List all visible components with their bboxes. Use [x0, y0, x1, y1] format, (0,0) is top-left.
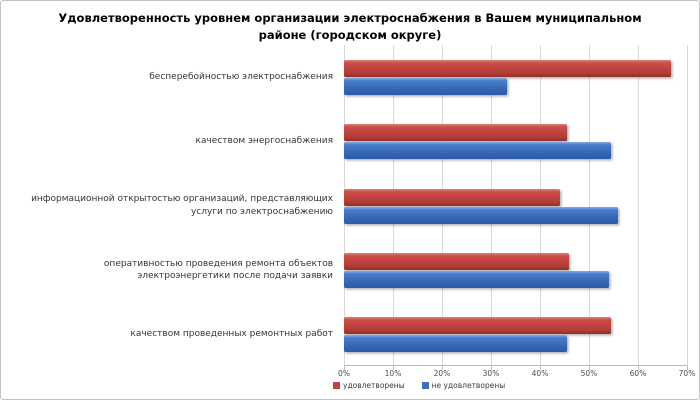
bar-satisfied-cat3 — [344, 189, 560, 206]
bar-not-satisfied-cat3 — [344, 207, 618, 224]
gridline — [589, 45, 590, 366]
x-axis-tick-label: 60% — [629, 369, 647, 378]
x-axis-tick-label: 50% — [580, 369, 598, 378]
category-label: качеством проведенных ремонтных работ — [130, 328, 333, 339]
bar-not-satisfied-cat2 — [344, 142, 611, 159]
bar-satisfied-cat2 — [344, 124, 567, 141]
gridline — [687, 45, 688, 366]
bar-satisfied-cat4 — [344, 253, 569, 270]
x-axis-tick-mark — [589, 366, 590, 370]
legend-label: удовлетворены — [343, 381, 405, 390]
bar-not-satisfied-cat4 — [344, 271, 609, 288]
legend-item-satisfied: удовлетворены — [333, 381, 405, 390]
bar-not-satisfied-cat1 — [344, 78, 507, 95]
legend-label: не удовлетворены — [431, 381, 506, 390]
chart-title: Удовлетворенность уровнем организации эл… — [58, 11, 642, 43]
x-axis-tick-label: 40% — [531, 369, 549, 378]
category-label: качеством энергоснабжения — [195, 136, 333, 147]
x-axis-tick-label: 70% — [678, 369, 696, 378]
x-axis-tick-mark — [442, 366, 443, 370]
x-axis-tick-mark — [540, 366, 541, 370]
plot-area — [344, 45, 688, 370]
legend-swatch-icon — [421, 382, 429, 389]
legend-swatch-icon — [333, 382, 340, 389]
category-label: бесперебойностью электроснабжения — [149, 72, 333, 83]
category-axis-labels: бесперебойностью электроснабжения качеств… — [1, 45, 339, 366]
category-label: оперативностью проведения ремонта объект… — [103, 258, 333, 281]
x-axis-tick-mark — [344, 366, 345, 370]
legend-item-not-satisfied: не удовлетворены — [421, 381, 506, 390]
legend: удовлетворены не удовлетворены — [333, 381, 505, 390]
bar-not-satisfied-cat5 — [344, 335, 567, 352]
x-axis-tick-mark — [393, 366, 394, 370]
x-axis-tick-mark — [638, 366, 639, 370]
x-axis-tick-label: 20% — [433, 369, 451, 378]
x-axis-tick-mark — [687, 366, 688, 370]
x-axis-line — [344, 365, 687, 366]
x-axis-tick-label: 10% — [384, 369, 402, 378]
x-axis-tick-label: 30% — [482, 369, 500, 378]
x-axis-tick-label: 0% — [338, 369, 350, 378]
bar-satisfied-cat1 — [344, 60, 671, 77]
bar-satisfied-cat5 — [344, 317, 611, 334]
gridline — [638, 45, 639, 366]
x-axis-tick-mark — [491, 366, 492, 370]
category-label: информационной открытостью организаций, … — [31, 194, 333, 217]
